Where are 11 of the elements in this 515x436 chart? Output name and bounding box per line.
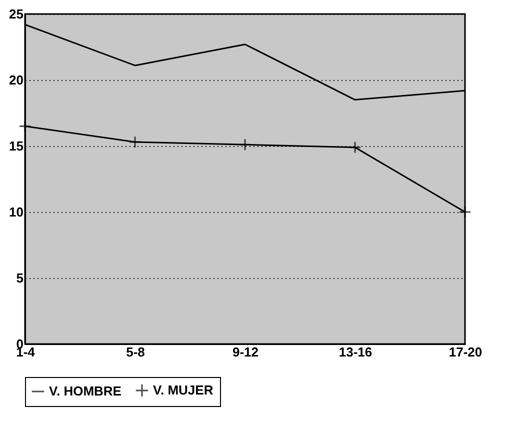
y-tick-label: 5 bbox=[16, 270, 24, 286]
x-tick-label: 17-20 bbox=[448, 344, 482, 360]
y-tick-label: 10 bbox=[9, 204, 24, 220]
y-tick-label: 20 bbox=[9, 72, 24, 88]
legend-label: V. MUJER bbox=[153, 382, 214, 398]
legend-label: V. HOMBRE bbox=[49, 384, 122, 398]
x-tick-label: 5-8 bbox=[126, 344, 145, 360]
y-tick-label: 25 bbox=[9, 6, 24, 22]
x-tick-label: 9-12 bbox=[232, 344, 259, 360]
x-tick-label: 13-16 bbox=[338, 344, 372, 360]
y-tick-label: 15 bbox=[9, 138, 24, 154]
